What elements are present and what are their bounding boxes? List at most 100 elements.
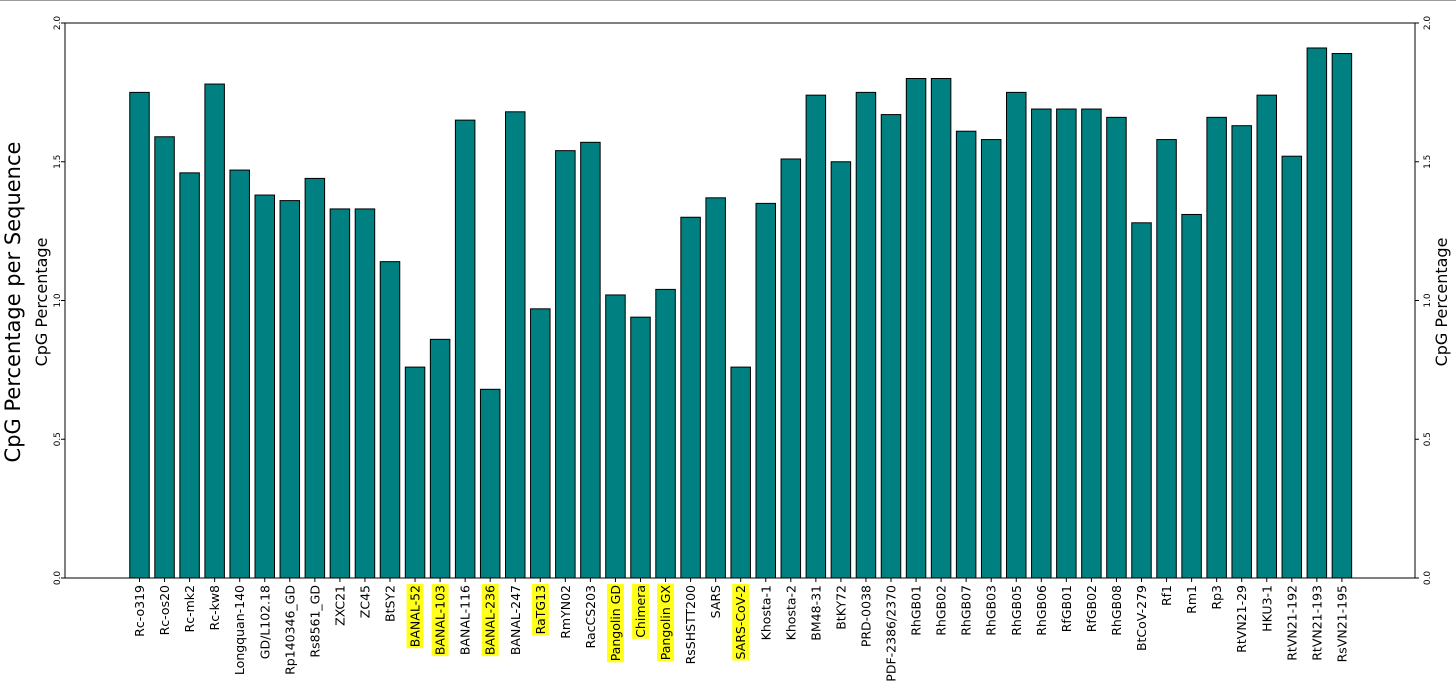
x-tick-group: SARS-CoV-2 [732,584,750,661]
bar-banal-247 [505,111,526,579]
x-tick-label-rhgb07: RhGB07 [959,585,974,636]
x-tick-label-banal-116: BANAL-116 [458,585,473,655]
x-tick-group: BtKY72 [833,585,848,630]
x-tick-label-khosta-1: Khosta-1 [758,585,773,640]
y-tick-label-left: 1.5 [53,155,63,169]
bar-rhgb01 [905,78,927,579]
x-tick-label-bm48-31: BM48-31 [808,585,823,641]
x-tick-label-sars-cov-2: SARS-CoV-2 [733,585,748,660]
x-tick-label-rhgb02: RhGB02 [934,585,949,636]
x-ticks-layer: Rc-o319 Rc-os20 Rc-mk2 Rc-kw8 Longquan-140 GD… [132,578,1349,682]
bar-khosta-1 [755,202,776,579]
x-tick-label-rs8561-gd: Rs8561_GD [307,585,322,658]
bar-btsy2 [379,261,401,579]
x-tick-group: RhGB02 [934,585,949,636]
bar-rp3 [1206,116,1227,579]
x-tick-group: BANAL-116 [458,585,473,655]
x-tick-group: RhGB01 [909,585,924,636]
x-tick-group: RhGB08 [1109,585,1124,636]
bar-rhgb05 [1006,91,1027,579]
x-tick-group: ZXC21 [332,585,347,626]
x-tick-label-rhgb05: RhGB05 [1009,585,1024,636]
x-tick-highlight-pangolin-gx [657,583,675,662]
x-tick-group: RhGB05 [1009,585,1024,636]
bar-banal-116 [454,119,476,579]
x-tick-group: RsSHSTT200 [683,585,698,664]
x-tick-group: RaTG13 [531,584,549,636]
x-tick-label-pangolin-gd: Pangolin GD [608,585,623,661]
y-axis-right-label: CpG Percentage [1432,238,1451,367]
x-tick-label-zc45: ZC45 [357,585,372,618]
x-tick-group: HKU3-1 [1259,585,1274,632]
bar-rc-kw8 [204,83,225,579]
x-tick-group: Longquan-140 [232,585,247,675]
x-tick-label-hku3-1: HKU3-1 [1259,585,1274,632]
x-tick-label-pdf-2386-2370: PDF-2386/2370 [884,585,899,682]
bar-raccs203 [580,141,601,579]
x-tick-label-btsy2: BtSY2 [383,585,398,622]
bar-rsshstt200 [680,216,701,579]
bar-zxc21 [329,208,351,579]
bar-bm48-31 [805,94,827,579]
x-tick-group: SARS [708,585,723,618]
x-tick-label-rtvn21-29: RtVN21-29 [1234,585,1249,653]
x-tick-label-btcov-279: BtCoV-279 [1134,585,1149,651]
x-tick-label-banal-52: BANAL-52 [408,585,423,647]
x-tick-label-prd-0038: PRD-0038 [858,585,873,647]
x-tick-group: RfGB01 [1059,585,1074,632]
x-tick-group: RmYN02 [558,585,573,639]
bar-rtvn21-192 [1281,155,1303,579]
bar-rc-os20 [154,136,175,579]
bar-rmyn02 [555,150,576,579]
x-tick-label-longquan-140: Longquan-140 [232,585,247,675]
x-tick-label-rhgb01: RhGB01 [909,585,924,636]
bar-prd-0038 [855,91,877,579]
bar-rtvn21-193 [1306,47,1328,579]
x-tick-group: BM48-31 [808,585,823,641]
bar-rhgb02 [930,78,952,579]
x-tick-group: Pangolin GD [606,584,624,663]
x-tick-label-pangolin-gx: Pangolin GX [658,585,673,661]
x-tick-group: BANAL-103 [431,584,449,657]
bar-banal-52 [404,366,426,579]
bar-btky72 [830,161,852,579]
y-tick-label-left: 1.0 [53,293,63,308]
x-tick-label-banal-247: BANAL-247 [508,585,523,655]
x-tick-label-rp3: Rp3 [1209,585,1224,610]
bar-rf1 [1156,139,1177,579]
x-tick-group: BANAL-52 [406,584,424,649]
x-tick-highlight-chimera [632,584,649,639]
x-tick-group: Rm1 [1184,585,1199,614]
x-tick-group: RhGB06 [1034,585,1049,636]
x-tick-label-rsvn21-195: RsVN21-195 [1334,585,1349,662]
bar-ratg13 [530,308,551,579]
x-tick-label-ratg13: RaTG13 [533,585,548,634]
y-tick-label-left: 0.5 [53,432,63,446]
y-axis-left-label: CpG Percentage [32,238,51,367]
bar-pdf-2386-2370 [880,114,902,579]
x-tick-label-rmyn02: RmYN02 [558,585,573,639]
bar-rc-o319 [129,91,150,579]
y-ticks-layer: 0.0 0.0 0.5 0.5 1.0 1.0 1.5 1.5 2.0 2.0 [53,16,1433,586]
x-tick-label-rp140346-gd: Rp140346_GD [282,585,297,675]
x-tick-label-rc-o319: Rc-o319 [132,585,147,637]
bar-rtvn21-29 [1231,125,1252,579]
x-tick-label-rtvn21-193: RtVN21-193 [1309,585,1324,661]
x-tick-highlight-ratg13 [531,584,549,636]
x-tick-group: RacCS203 [583,585,598,648]
y-tick-label-right: 0.5 [1423,432,1433,446]
x-tick-label-zxc21: ZXC21 [332,585,347,626]
bar-banal-103 [429,338,451,579]
x-tick-label-rhgb03: RhGB03 [984,585,999,636]
x-tick-group: ZC45 [357,585,372,618]
bar-chimera [630,316,651,579]
x-tick-label-btky72: BtKY72 [833,585,848,630]
bar-banal-236 [479,388,501,579]
x-tick-label-gd-l102-18: GD/L102.18 [257,585,272,659]
bar-pangolin-gx [655,288,676,579]
x-tick-highlight-pangolin-gd [606,584,624,663]
x-tick-group: Rc-os20 [157,585,172,635]
bar-sars [705,197,726,579]
x-tick-highlight-banal-52 [406,584,424,649]
x-tick-label-rfgb01: RfGB01 [1059,585,1074,632]
